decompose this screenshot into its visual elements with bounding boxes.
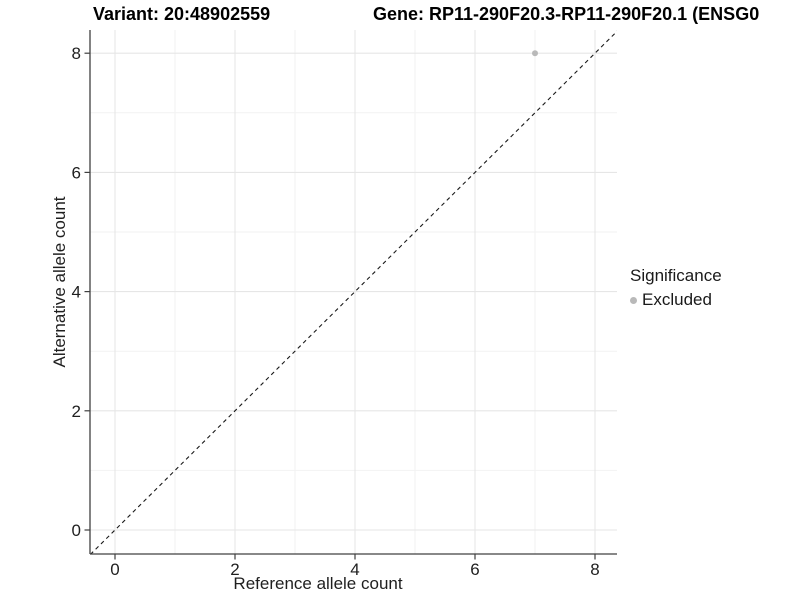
x-axis-title: Reference allele count xyxy=(233,574,403,593)
legend-entry-label: Excluded xyxy=(642,290,712,309)
x-tick-label: 0 xyxy=(110,560,119,579)
y-tick-label: 2 xyxy=(72,402,81,421)
y-tick-label: 0 xyxy=(72,521,81,540)
y-tick-label: 8 xyxy=(72,44,81,63)
y-tick-label: 4 xyxy=(72,283,81,302)
x-tick-label: 8 xyxy=(590,560,599,579)
x-tick-label: 4 xyxy=(350,560,359,579)
excluded-point-icon xyxy=(630,296,637,304)
y-axis-title: Alternative allele count xyxy=(50,196,69,368)
legend-title: Significance xyxy=(630,266,722,285)
gene-title: Gene: RP11-290F20.3-RP11-290F20.1 (ENSG0 xyxy=(373,4,760,24)
legend-entry-excluded: Excluded xyxy=(630,290,722,310)
data-point xyxy=(532,50,538,57)
legend: Significance Excluded xyxy=(630,266,722,310)
x-tick-label: 6 xyxy=(470,560,479,579)
y-tick-label: 6 xyxy=(72,163,81,182)
variant-title: Variant: 20:48902559 xyxy=(93,4,271,24)
x-tick-label: 2 xyxy=(230,560,239,579)
